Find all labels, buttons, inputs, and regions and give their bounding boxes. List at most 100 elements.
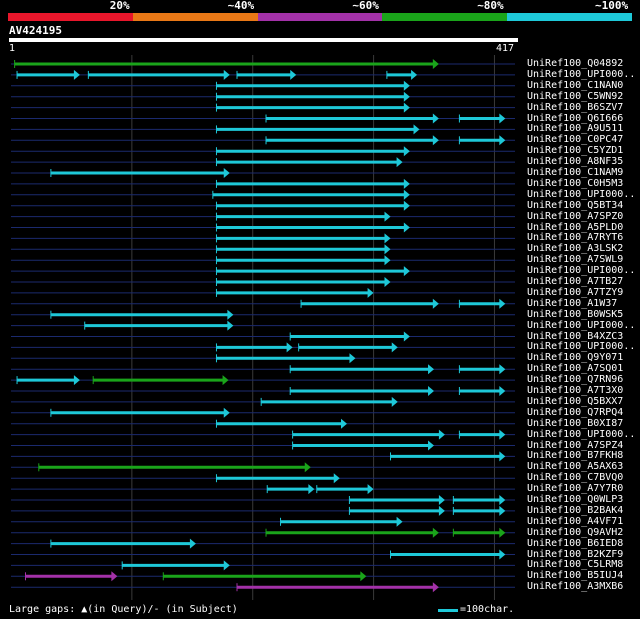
- hit-label[interactable]: UniRef100_Q9AVH2: [527, 526, 624, 538]
- hit-label[interactable]: UniRef100_A5AX63: [527, 461, 624, 473]
- segment-arrowhead: [499, 495, 506, 505]
- hit-label[interactable]: UniRef100_UPI000..: [527, 428, 636, 440]
- legend-label: ~100%: [595, 0, 629, 12]
- segment-arrowhead: [432, 59, 439, 69]
- segment-arrowhead: [403, 331, 410, 342]
- segment-arrowhead: [290, 69, 297, 80]
- hit-label[interactable]: UniRef100_UPI000..: [527, 319, 636, 331]
- segment-arrowhead: [391, 342, 398, 353]
- segment-arrowhead: [403, 80, 410, 91]
- segment-arrowhead: [384, 277, 391, 287]
- hit-label[interactable]: UniRef100_A7TZY9: [527, 286, 624, 298]
- hit-label[interactable]: UniRef100_Q7RN96: [527, 374, 624, 386]
- segment-arrowhead: [432, 113, 439, 124]
- hit-label[interactable]: UniRef100_B2KZF9: [527, 548, 624, 560]
- hit-label[interactable]: UniRef100_C1NAM9: [527, 167, 624, 178]
- legend-label: 20%: [109, 0, 130, 12]
- hit-label[interactable]: UniRef100_A7T3X0: [527, 385, 624, 396]
- segment-arrowhead: [411, 69, 418, 80]
- segment-arrowhead: [403, 189, 410, 200]
- ruler-end-label: 417: [496, 43, 515, 54]
- segment-arrowhead: [499, 549, 506, 560]
- hit-label[interactable]: UniRef100_C0PC47: [527, 134, 624, 146]
- hit-label[interactable]: UniRef100_A9U511: [527, 123, 624, 135]
- segment-arrowhead: [403, 91, 410, 102]
- segment-arrowhead: [384, 211, 391, 222]
- hit-label[interactable]: UniRef100_UPI000..: [527, 341, 636, 353]
- legend-swatch: [132, 13, 258, 21]
- hit-label[interactable]: UniRef100_A4VF71: [527, 515, 624, 527]
- query-ruler: [9, 38, 518, 42]
- hit-label[interactable]: UniRef100_A1W37: [527, 297, 618, 309]
- hit-label[interactable]: UniRef100_B6IED8: [527, 537, 624, 549]
- hit-label[interactable]: UniRef100_B0XI87: [527, 417, 624, 429]
- hit-label[interactable]: UniRef100_A7SPZ0: [527, 210, 624, 222]
- hit-label[interactable]: UniRef100_A7RYT6: [527, 232, 624, 244]
- segment-arrowhead: [189, 538, 196, 549]
- hit-label[interactable]: UniRef100_C5YZD1: [527, 145, 624, 157]
- segment-arrowhead: [499, 135, 506, 146]
- hit-label[interactable]: UniRef100_Q04892: [527, 58, 624, 69]
- hit-label[interactable]: UniRef100_Q5BXX7: [527, 395, 624, 407]
- hit-label[interactable]: UniRef100_C1NAN0: [527, 79, 624, 91]
- alignment-plot: [11, 55, 515, 600]
- hit-label[interactable]: UniRef100_A8NF35: [527, 156, 624, 168]
- segment-arrowhead: [403, 200, 410, 211]
- hit-label[interactable]: UniRef100_Q0WLP3: [527, 494, 624, 505]
- hit-label[interactable]: UniRef100_A7Y7R0: [527, 483, 624, 495]
- segment-arrowhead: [499, 364, 506, 375]
- hit-label[interactable]: UniRef100_Q6I666: [527, 112, 624, 124]
- segment-arrowhead: [432, 135, 439, 146]
- hit-label[interactable]: UniRef100_C5WN92: [527, 90, 624, 102]
- segment-arrowhead: [403, 102, 410, 113]
- segment-arrowhead: [333, 473, 340, 484]
- segment-arrowhead: [438, 495, 445, 505]
- legend-label: ~40%: [227, 0, 255, 12]
- hit-label[interactable]: UniRef100_Q7RPQ4: [527, 406, 624, 418]
- segment-arrowhead: [396, 157, 403, 168]
- segment-arrowhead: [223, 560, 230, 571]
- segment-arrowhead: [73, 375, 80, 386]
- hit-label[interactable]: UniRef100_Q9Y071: [527, 352, 624, 364]
- segment-arrowhead: [222, 375, 229, 386]
- hit-label[interactable]: UniRef100_A7SPZ4: [527, 439, 624, 451]
- segment-arrowhead: [499, 505, 506, 516]
- hit-label[interactable]: UniRef100_B4XZC3: [527, 330, 624, 342]
- hit-label[interactable]: UniRef100_A7SWL9: [527, 254, 624, 266]
- legend-label: ~60%: [352, 0, 379, 12]
- segment-arrowhead: [499, 298, 506, 309]
- hit-label[interactable]: UniRef100_B2BAK4: [527, 504, 624, 516]
- hit-label[interactable]: UniRef100_UPI000..: [527, 265, 636, 277]
- hit-label[interactable]: UniRef100_A7SQ01: [527, 363, 624, 375]
- hit-label[interactable]: UniRef100_B5IUJ4: [527, 570, 624, 582]
- hit-label[interactable]: UniRef100_A3MXB6: [527, 581, 624, 593]
- segment-arrowhead: [499, 429, 506, 440]
- segment-arrowhead: [384, 233, 391, 244]
- segment-arrowhead: [367, 484, 374, 495]
- hit-label[interactable]: UniRef100_C0H5M3: [527, 177, 624, 189]
- segment-arrowhead: [499, 451, 506, 462]
- segment-arrowhead: [438, 429, 445, 440]
- hit-label[interactable]: UniRef100_C7BVQ0: [527, 472, 624, 484]
- hit-label[interactable]: UniRef100_B7FKH8: [527, 450, 624, 462]
- hit-label[interactable]: UniRef100_B6SZV7: [527, 101, 624, 113]
- segment-arrowhead: [432, 527, 439, 538]
- hit-label[interactable]: UniRef100_A5PLD0: [527, 221, 624, 233]
- hit-label[interactable]: UniRef100_A3LSK2: [527, 243, 624, 255]
- hit-label[interactable]: UniRef100_UPI000..: [527, 188, 636, 200]
- segment-arrowhead: [428, 364, 435, 375]
- footer-gaps-legend: Large gaps: ▲(in Query)/- (in Subject): [9, 604, 238, 615]
- hit-label[interactable]: UniRef100_B0WSK5: [527, 308, 624, 320]
- segment-arrowhead: [499, 113, 506, 124]
- hit-label[interactable]: UniRef100_A7TB27: [527, 276, 624, 287]
- legend-swatch: [8, 13, 133, 21]
- segment-arrowhead: [403, 146, 410, 157]
- segment-arrowhead: [384, 255, 391, 266]
- hit-label[interactable]: UniRef100_C5LRM8: [527, 559, 624, 571]
- segment-arrowhead: [223, 407, 230, 418]
- segment-arrowhead: [73, 69, 80, 80]
- segment-arrowhead: [413, 124, 420, 135]
- hit-label[interactable]: UniRef100_Q5BT34: [527, 199, 624, 211]
- hit-label[interactable]: UniRef100_UPI000..: [527, 68, 636, 80]
- segment-arrowhead: [391, 396, 398, 407]
